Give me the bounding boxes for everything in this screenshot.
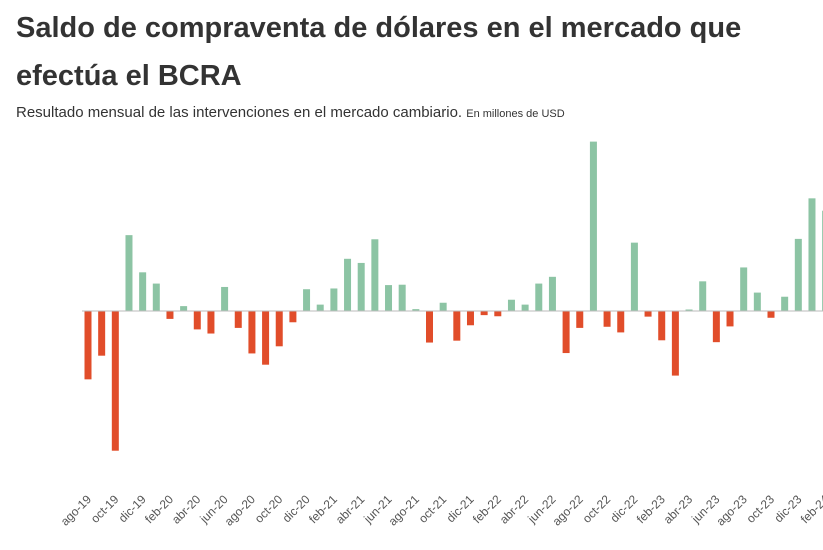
bar-jul-23 xyxy=(726,311,734,327)
unit-note: En millones de USD xyxy=(466,108,565,120)
bar-abr-23 xyxy=(685,309,693,311)
bar-dic-23 xyxy=(794,238,802,311)
bar-dic-20 xyxy=(303,289,311,311)
x-tick-label: feb-24 xyxy=(798,492,823,526)
bar-ene-20 xyxy=(152,283,160,311)
x-tick-label: ago-21 xyxy=(386,492,423,529)
bar-feb-23 xyxy=(658,311,666,341)
bar-feb-22 xyxy=(494,311,502,317)
bar-oct-21 xyxy=(439,302,447,311)
x-tick-label: abr-20 xyxy=(169,492,204,527)
x-tick-label: ago-22 xyxy=(550,492,587,529)
x-tick-label: oct-23 xyxy=(744,492,778,526)
x-tick-label: dic-23 xyxy=(771,492,804,525)
bar-may-22 xyxy=(535,283,543,311)
x-tick-label: abr-23 xyxy=(661,492,696,527)
x-tick-label: oct-21 xyxy=(416,492,450,526)
chart-subtitle: Resultado mensual de las intervenciones … xyxy=(16,104,565,121)
x-tick-label: feb-22 xyxy=(470,492,504,526)
bar-may-21 xyxy=(371,239,379,311)
bar-nov-20 xyxy=(289,311,297,323)
x-tick-label: dic-22 xyxy=(608,492,641,525)
bars-group xyxy=(84,141,823,451)
bar-abr-21 xyxy=(357,262,365,311)
x-tick-label: abr-22 xyxy=(497,492,532,527)
bar-nov-22 xyxy=(617,311,625,333)
bar-feb-21 xyxy=(330,288,338,311)
x-tick-label: dic-19 xyxy=(116,492,149,525)
bar-dic-22 xyxy=(630,242,638,311)
bar-oct-19 xyxy=(111,311,119,451)
x-tick-label: ago-23 xyxy=(713,492,750,529)
bar-oct-23 xyxy=(767,311,775,318)
bar-jun-21 xyxy=(385,285,393,311)
bar-jul-20 xyxy=(234,311,242,328)
bar-sep-20 xyxy=(262,311,270,365)
bar-mar-22 xyxy=(507,299,515,311)
bar-may-20 xyxy=(207,311,215,334)
chart-title: Saldo de compraventa de dólares en el me… xyxy=(16,12,742,92)
bar-nov-23 xyxy=(781,296,789,311)
bar-ene-24 xyxy=(808,198,816,311)
x-tick-label: oct-19 xyxy=(88,492,122,526)
bar-dic-19 xyxy=(139,272,147,311)
bar-oct-20 xyxy=(275,311,283,347)
bar-jun-22 xyxy=(548,276,556,311)
x-tick-label: dic-20 xyxy=(280,492,313,525)
bar-jun-23 xyxy=(712,311,720,343)
bar-abr-22 xyxy=(521,304,529,311)
bar-jul-21 xyxy=(398,284,406,311)
bar-mar-20 xyxy=(180,306,188,311)
bar-ene-21 xyxy=(316,304,324,311)
bar-sep-19 xyxy=(98,311,106,356)
x-tick-label: oct-22 xyxy=(580,492,614,526)
x-tick-label: ago-19 xyxy=(58,492,95,529)
bar-nov-19 xyxy=(125,235,133,311)
bar-dic-21 xyxy=(466,311,474,326)
x-tick-label: feb-20 xyxy=(142,492,176,526)
bar-jul-22 xyxy=(562,311,570,354)
bar-ene-23 xyxy=(644,311,652,317)
bar-abr-20 xyxy=(193,311,201,330)
bar-sep-21 xyxy=(426,311,433,343)
x-tick-label: feb-23 xyxy=(634,492,668,526)
x-tick-label: feb-21 xyxy=(306,492,340,526)
bar-ago-21 xyxy=(412,309,420,311)
bar-nov-21 xyxy=(453,311,461,341)
bar-ago-22 xyxy=(576,311,584,328)
x-tick-label: dic-21 xyxy=(444,492,477,525)
subtitle-text: Resultado mensual de las intervenciones … xyxy=(16,104,463,121)
bar-mar-23 xyxy=(671,311,679,376)
bar-ago-23 xyxy=(740,267,748,311)
bar-ene-22 xyxy=(480,311,488,316)
bar-feb-20 xyxy=(166,311,174,319)
bar-ago-20 xyxy=(248,311,256,354)
bar-jun-20 xyxy=(221,286,229,311)
x-tick-label: oct-20 xyxy=(252,492,286,526)
bar-sep-22 xyxy=(589,141,597,311)
bar-ago-19 xyxy=(84,311,92,380)
x-tick-labels: ago-19oct-19dic-19feb-20abr-20jun-20ago-… xyxy=(58,492,823,529)
bar-mar-21 xyxy=(344,258,352,311)
bar-sep-23 xyxy=(753,292,761,311)
x-tick-label: ago-20 xyxy=(222,492,259,529)
x-tick-label: abr-21 xyxy=(333,492,368,527)
bar-oct-22 xyxy=(603,311,611,327)
bar-may-23 xyxy=(699,281,707,311)
